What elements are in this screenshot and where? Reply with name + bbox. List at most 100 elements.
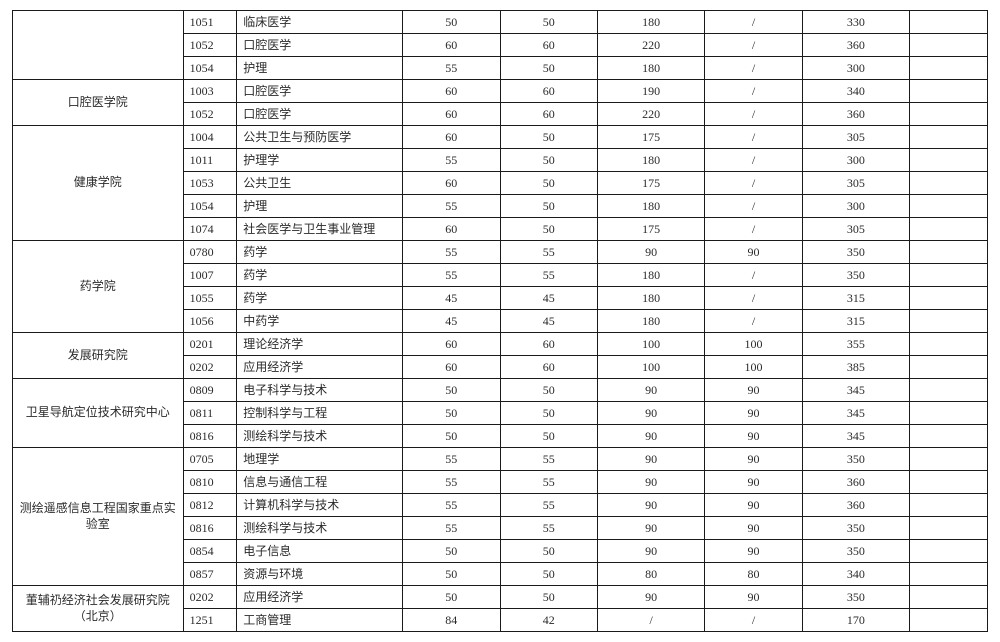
score-cell: 305 [802,172,909,195]
score-cell: 340 [802,563,909,586]
score-cell: 180 [598,195,705,218]
score-cell: 60 [403,333,501,356]
table-row: 测绘遥感信息工程国家重点实验室0705地理学55559090350 [13,448,988,471]
score-cell: 90 [598,402,705,425]
score-cell: 50 [500,126,598,149]
code-cell: 1055 [183,287,237,310]
score-cell: 175 [598,172,705,195]
score-cell: 55 [500,471,598,494]
score-cell: 220 [598,34,705,57]
score-cell: 100 [705,356,803,379]
code-cell: 1003 [183,80,237,103]
score-cell: / [705,287,803,310]
score-cell: 60 [500,80,598,103]
code-cell: 0809 [183,379,237,402]
score-cell: 175 [598,218,705,241]
table-row: 董辅礽经济社会发展研究院（北京）0202应用经济学50509090350 [13,586,988,609]
major-cell: 测绘科学与技术 [237,517,403,540]
department-cell: 药学院 [13,241,184,333]
score-cell: 55 [403,149,501,172]
major-cell: 理论经济学 [237,333,403,356]
major-cell: 地理学 [237,448,403,471]
score-cell: 180 [598,149,705,172]
score-cell: 60 [403,126,501,149]
score-cell: 50 [500,586,598,609]
score-cell: 60 [403,80,501,103]
score-cell: 90 [705,586,803,609]
score-cell: 90 [598,517,705,540]
major-cell: 公共卫生 [237,172,403,195]
score-cell: 60 [500,333,598,356]
department-cell [13,11,184,80]
score-cell: 330 [802,11,909,34]
score-cell: / [705,80,803,103]
score-cell: / [705,264,803,287]
score-cell: 180 [598,264,705,287]
code-cell: 1053 [183,172,237,195]
score-cell: 355 [802,333,909,356]
score-cell: 100 [598,356,705,379]
major-cell: 电子信息 [237,540,403,563]
score-cell: 90 [705,494,803,517]
score-cell: 350 [802,241,909,264]
score-cell [910,80,988,103]
score-cell: 385 [802,356,909,379]
score-cell: 55 [403,57,501,80]
score-cell: / [598,609,705,632]
department-cell: 健康学院 [13,126,184,241]
score-cell: 345 [802,379,909,402]
score-cell: 60 [403,172,501,195]
score-cell: 175 [598,126,705,149]
score-cell: 340 [802,80,909,103]
code-cell: 0201 [183,333,237,356]
score-cell [910,609,988,632]
code-cell: 1051 [183,11,237,34]
score-cell [910,241,988,264]
code-cell: 0857 [183,563,237,586]
score-cell: 90 [598,586,705,609]
score-cell [910,540,988,563]
score-cell: 42 [500,609,598,632]
score-cell: 180 [598,11,705,34]
scores-table: 1051临床医学5050180/3301052口腔医学6060220/36010… [12,10,988,632]
score-cell [910,195,988,218]
code-cell: 0202 [183,586,237,609]
score-cell: 50 [403,540,501,563]
score-cell: 190 [598,80,705,103]
score-cell: / [705,34,803,57]
score-cell: 90 [598,494,705,517]
score-cell: 55 [500,494,598,517]
major-cell: 测绘科学与技术 [237,425,403,448]
score-cell: 90 [598,448,705,471]
major-cell: 护理 [237,57,403,80]
score-cell: 55 [403,517,501,540]
score-cell: 315 [802,310,909,333]
score-cell: 50 [500,218,598,241]
code-cell: 1004 [183,126,237,149]
major-cell: 电子科学与技术 [237,379,403,402]
code-cell: 1054 [183,195,237,218]
score-cell: 50 [403,11,501,34]
score-cell: / [705,11,803,34]
score-cell: 360 [802,494,909,517]
score-cell: 90 [598,379,705,402]
major-cell: 社会医学与卫生事业管理 [237,218,403,241]
score-cell: 90 [598,540,705,563]
code-cell: 0854 [183,540,237,563]
score-cell: 300 [802,195,909,218]
score-cell: 180 [598,310,705,333]
major-cell: 应用经济学 [237,586,403,609]
score-cell: 50 [500,563,598,586]
score-cell: 350 [802,448,909,471]
major-cell: 口腔医学 [237,80,403,103]
score-cell: / [705,57,803,80]
score-cell: 50 [500,57,598,80]
score-cell [910,310,988,333]
score-cell: 55 [500,241,598,264]
score-cell: / [705,609,803,632]
score-cell [910,448,988,471]
score-cell: 50 [500,425,598,448]
score-cell: 360 [802,34,909,57]
score-cell: 350 [802,586,909,609]
score-cell: 90 [705,425,803,448]
